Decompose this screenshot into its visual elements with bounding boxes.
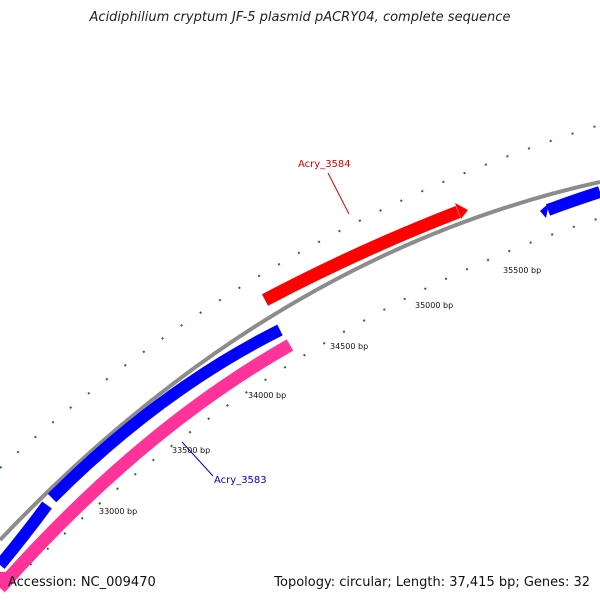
- pink-marker: [0, 572, 8, 586]
- gene-acry-3584[interactable]: [261, 205, 461, 306]
- gene-reverse-right[interactable]: [545, 186, 600, 216]
- gene-label-acry-3584: Acry_3584: [298, 159, 351, 170]
- map-title: Acidiphilium cryptum JF-5 plasmid pACRY0…: [89, 10, 511, 25]
- gene-reverse-right-arrowhead: [540, 203, 549, 218]
- scale-label-34000: 34000 bp: [248, 391, 286, 400]
- scale-label-35500: 35500 bp: [503, 266, 541, 275]
- summary-label: Topology: circular; Length: 37,415 bp; G…: [274, 575, 590, 590]
- outer-tick-ring: [0, 124, 600, 469]
- scale-label-33500: 33500 bp: [172, 446, 210, 455]
- scale-label-33000: 33000 bp: [99, 507, 137, 516]
- scale-label-35000: 35000 bp: [415, 301, 453, 310]
- gene-acry-3584-arrowhead: [455, 203, 468, 219]
- leader-acry-3583: [181, 441, 214, 477]
- gene-label-acry-3583: Acry_3583: [214, 475, 267, 486]
- scale-label-34500: 34500 bp: [330, 342, 368, 351]
- gene-pink[interactable]: [0, 339, 294, 593]
- gene-acry-3583[interactable]: [47, 324, 283, 503]
- accession-label: Accession: NC_009470: [8, 575, 156, 590]
- leader-acry-3584: [327, 172, 350, 215]
- plasmid-backbone: [0, 180, 600, 542]
- gene-blue-lower[interactable]: [0, 501, 52, 569]
